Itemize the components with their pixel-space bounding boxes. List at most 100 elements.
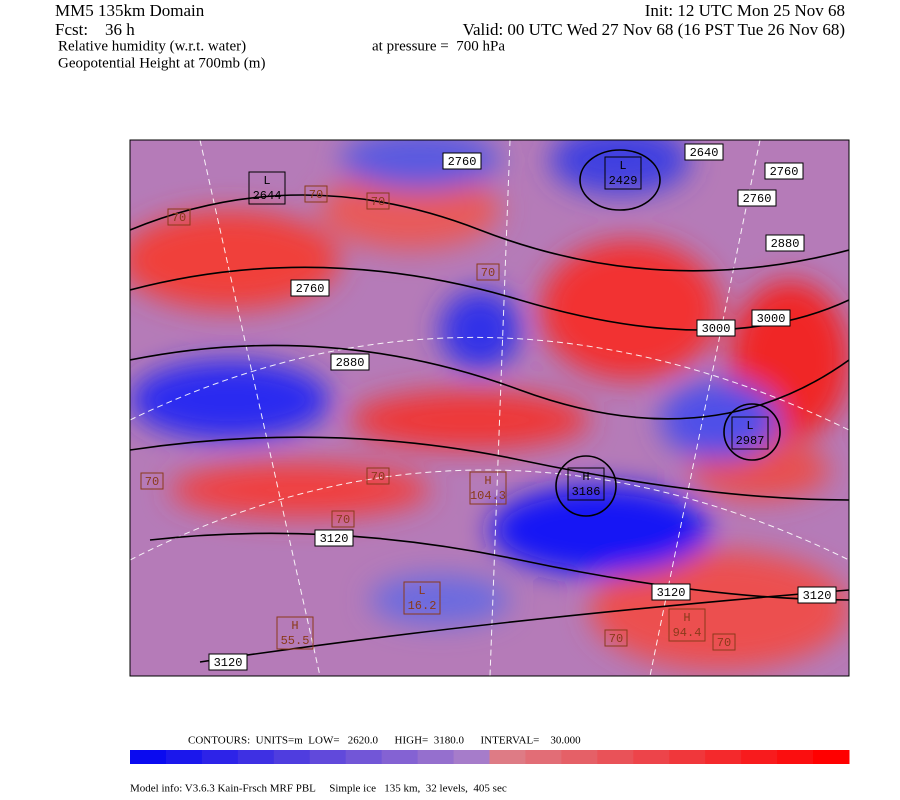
center-box [403, 581, 441, 615]
colorbar-swatch [705, 750, 742, 764]
contour-label: 70 [371, 195, 385, 209]
field-name: Relative humidity (w.r.t. water) [58, 38, 246, 54]
colorbar-swatch [561, 750, 598, 764]
label-box [366, 467, 390, 485]
center-letter: L [746, 419, 753, 433]
contour-label: 2640 [690, 146, 719, 160]
init-time: Init: 12 UTC Mon 25 Nov 68 [645, 1, 845, 20]
colorbar-swatch [489, 750, 526, 764]
colorbar-swatch [417, 750, 455, 764]
label-box [797, 586, 837, 604]
overlay-name: Geopotential Height at 700mb (m) [58, 55, 265, 71]
center-box [668, 608, 706, 642]
contour-label: 2760 [770, 165, 799, 179]
label-box [304, 185, 328, 203]
label-box [712, 633, 736, 651]
center-letter: H [484, 474, 491, 488]
label-box [765, 234, 805, 252]
center-letter: L [263, 174, 270, 188]
center-value: 2644 [253, 189, 282, 203]
contour-label: 70 [172, 211, 186, 225]
contour-label: 3000 [702, 322, 731, 336]
label-box [331, 510, 355, 528]
contour-label: 2760 [296, 282, 325, 296]
center-value: 2987 [736, 434, 765, 448]
center-box [276, 616, 314, 650]
center-value: 3186 [572, 485, 601, 499]
contour-label: 70 [609, 632, 623, 646]
contour-label: 70 [309, 188, 323, 202]
center-letter: H [291, 619, 298, 633]
center-value: 104.3 [470, 489, 506, 503]
label-box [737, 189, 777, 207]
colorbar-swatch [381, 750, 419, 764]
map-field [130, 140, 849, 676]
colorbar-swatch [130, 750, 167, 764]
label-box [208, 653, 248, 671]
contour-label: 2880 [336, 356, 365, 370]
forecast-hour: Fcst: 36 h [55, 20, 135, 39]
colorbar-swatch [525, 750, 562, 764]
contour-label: 3120 [320, 532, 349, 546]
center-box [469, 471, 507, 505]
center-box [567, 467, 605, 501]
center-letter: L [418, 584, 425, 598]
label-box [140, 472, 164, 490]
contour-label: 2760 [743, 192, 772, 206]
contour-label: 3000 [757, 312, 786, 326]
center-box [604, 156, 642, 190]
colorbar-swatch [165, 750, 203, 764]
contour-label: 70 [371, 470, 385, 484]
colorbar-swatch [597, 750, 634, 764]
colorbar-swatch [237, 750, 275, 764]
contour-label: 70 [145, 475, 159, 489]
colorbar [130, 750, 850, 764]
label-box [167, 208, 191, 226]
label-box [764, 162, 804, 180]
map-frame [129, 139, 850, 677]
label-box [442, 152, 482, 170]
contour-label: 2760 [448, 155, 477, 169]
label-box [696, 319, 736, 337]
colorbar-swatch [273, 750, 311, 764]
label-box [366, 192, 390, 210]
colorbar-swatch [669, 750, 706, 764]
contour-label: 3120 [214, 656, 243, 670]
contour-label: 2880 [771, 237, 800, 251]
center-letter: L [619, 159, 626, 173]
center-box [731, 416, 769, 450]
contour-label: 3120 [803, 589, 832, 603]
center-value: 94.4 [673, 626, 702, 640]
center-value: 2429 [609, 174, 638, 188]
colorbar-swatch [777, 750, 814, 764]
label-box [604, 629, 628, 647]
valid-time: Valid: 00 UTC Wed 27 Nov 68 (16 PST Tue … [463, 20, 845, 39]
label-box [751, 309, 791, 327]
label-box [684, 143, 724, 161]
colorbar-swatch [345, 750, 383, 764]
center-box [248, 171, 286, 205]
center-value: 55.5 [281, 634, 310, 648]
colorbar-swatch [453, 750, 490, 764]
colorbar-swatch [633, 750, 670, 764]
label-box [476, 263, 500, 281]
contour-label: 70 [481, 266, 495, 280]
label-box [290, 279, 330, 297]
label-box [651, 583, 691, 601]
label-box [330, 353, 370, 371]
colorbar-swatch [741, 750, 778, 764]
contour-label: 70 [336, 513, 350, 527]
label-box [314, 529, 354, 547]
center-letter: H [582, 470, 589, 484]
colorbar-swatch [309, 750, 347, 764]
domain-title: MM5 135km Domain [55, 1, 205, 20]
colorbar-swatch [813, 750, 850, 764]
center-value: 16.2 [408, 599, 437, 613]
contour-info: CONTOURS: UNITS=m LOW= 2620.0 HIGH= 3180… [188, 735, 581, 747]
colorbar-swatch [201, 750, 239, 764]
contour-label: 3120 [657, 586, 686, 600]
center-letter: H [683, 611, 690, 625]
pressure-level: at pressure = 700 hPa [372, 38, 505, 54]
